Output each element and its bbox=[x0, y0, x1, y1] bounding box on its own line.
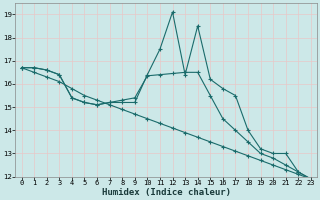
X-axis label: Humidex (Indice chaleur): Humidex (Indice chaleur) bbox=[102, 188, 231, 197]
